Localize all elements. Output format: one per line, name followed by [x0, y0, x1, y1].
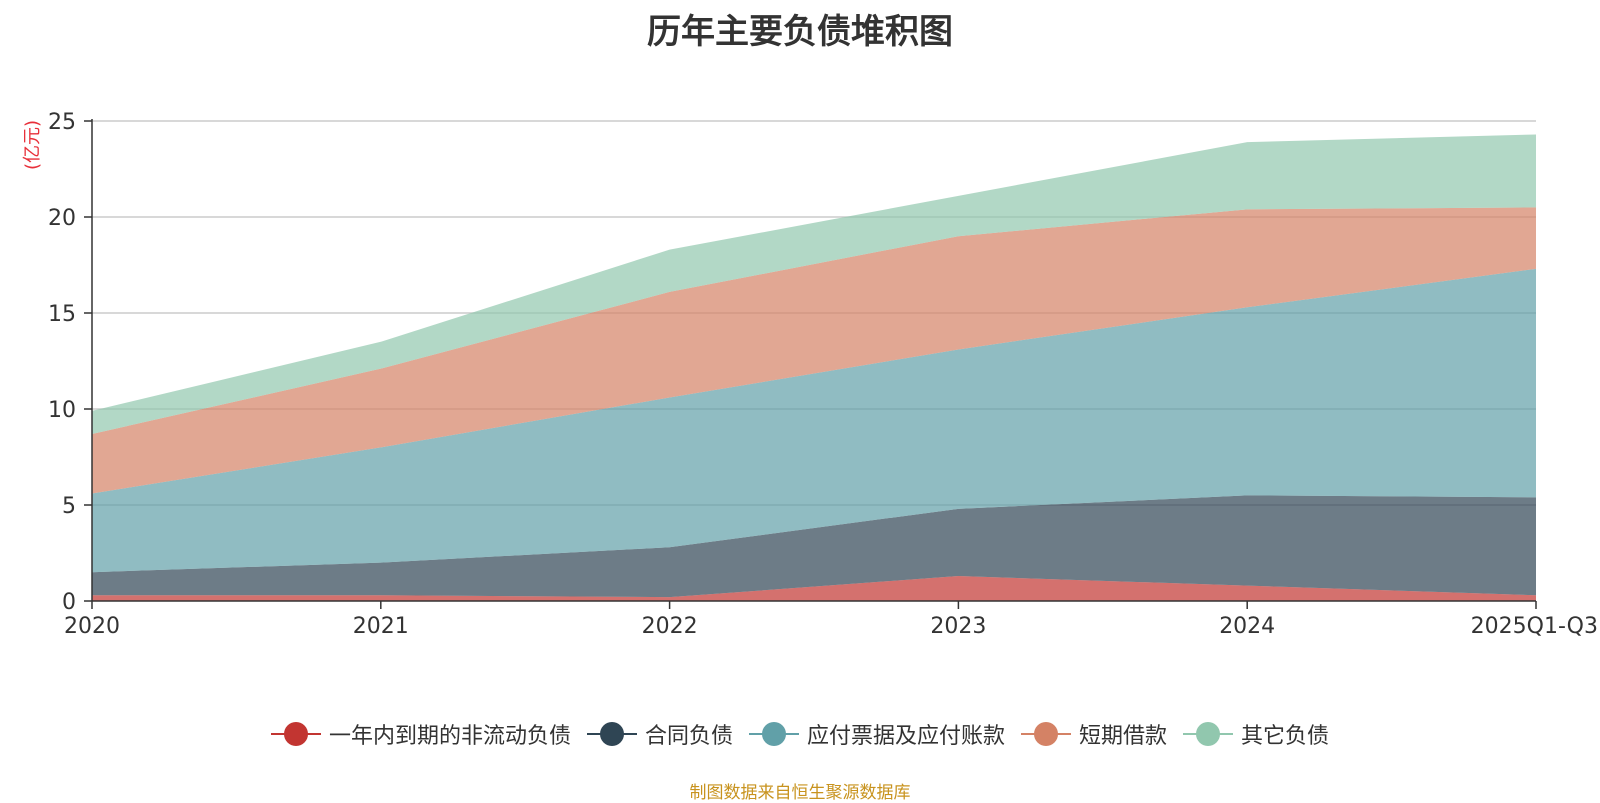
legend-item[interactable]: 应付票据及应付账款 — [748, 718, 1005, 750]
y-tick-label: 20 — [48, 206, 76, 231]
chart-legend: 一年内到期的非流动负债 合同负债 应付票据及应付账款 短期借款 其它负债 — [0, 718, 1600, 750]
legend-marker-icon — [748, 721, 799, 747]
y-tick-label: 10 — [48, 398, 76, 423]
area-series[interactable]: 合同负债 — [92, 495, 1536, 598]
area-series[interactable]: 应付票据及应付账款 — [92, 268, 1536, 573]
legend-item[interactable]: 短期借款 — [1021, 718, 1167, 750]
x-tick-label: 2023 — [930, 614, 986, 639]
area-series[interactable]: 短期借款 — [92, 207, 1536, 494]
x-tick-label: 2024 — [1219, 614, 1275, 639]
area-series[interactable]: 一年内到期的非流动负债 — [92, 576, 1536, 601]
x-tick-label: 2025Q1-Q3 — [1471, 614, 1598, 639]
area-series[interactable]: 其它负债 — [92, 134, 1536, 434]
y-tick-label: 5 — [62, 494, 76, 519]
legend-item[interactable]: 合同负债 — [586, 718, 733, 750]
y-axis-label: (亿元) — [22, 120, 43, 170]
y-tick-label: 15 — [48, 302, 76, 327]
legend-marker-icon — [1021, 721, 1071, 747]
legend-label: 一年内到期的非流动负债 — [328, 724, 571, 749]
legend-marker-icon — [1183, 721, 1234, 747]
legend-marker-icon — [586, 721, 637, 747]
legend-item[interactable]: 其它负债 — [1183, 718, 1329, 750]
chart-title: 历年主要负债堆积图 — [647, 12, 953, 52]
legend-marker-icon — [270, 721, 321, 747]
legend-label: 短期借款 — [1079, 724, 1168, 749]
x-tick-label: 2022 — [642, 614, 698, 639]
x-tick-label: 2021 — [353, 614, 409, 639]
legend-label: 合同负债 — [644, 724, 733, 749]
y-tick-label: 25 — [48, 110, 76, 135]
legend-item[interactable]: 一年内到期的非流动负债 — [270, 718, 571, 750]
data-source-note: 制图数据来自恒生聚源数据库 — [689, 783, 911, 803]
legend-label: 应付票据及应付账款 — [806, 724, 1005, 749]
legend-label: 其它负债 — [1241, 724, 1330, 749]
y-tick-label: 0 — [62, 590, 76, 615]
x-tick-label: 2020 — [64, 614, 120, 639]
